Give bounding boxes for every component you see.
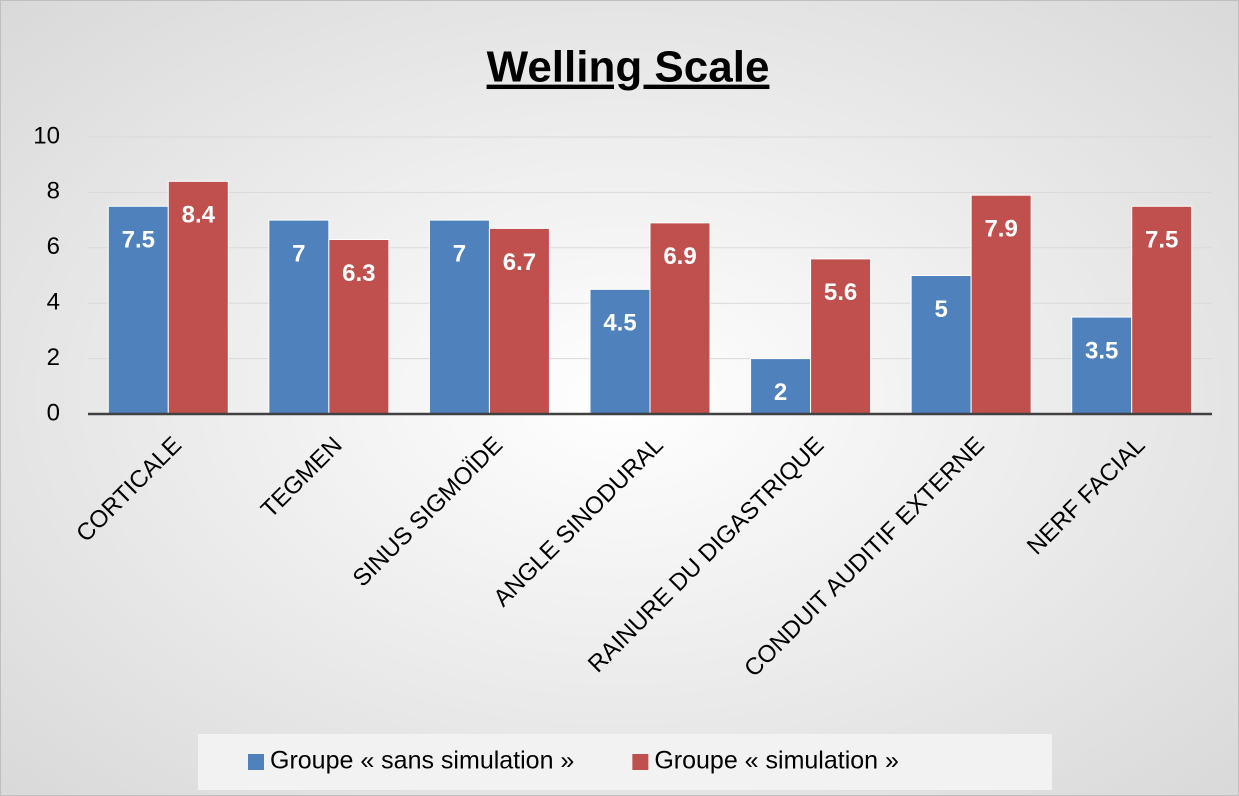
bar (1131, 205, 1193, 415)
data-label: 7 (453, 240, 466, 267)
y-tick-label: 0 (47, 399, 60, 426)
data-label: 5.6 (824, 279, 857, 306)
legend-swatch (632, 754, 649, 770)
data-label: 7.5 (122, 227, 155, 254)
bar (589, 288, 651, 415)
legend-box (198, 734, 1052, 790)
bar (268, 219, 330, 415)
data-label: 5 (934, 296, 947, 323)
bar (649, 222, 711, 415)
data-label: 7.9 (984, 216, 1017, 243)
y-tick-label: 10 (33, 122, 60, 149)
data-label: 8.4 (182, 202, 216, 229)
chart-title: Welling Scale (487, 43, 770, 92)
data-label: 3.5 (1085, 337, 1118, 364)
bar (810, 258, 872, 415)
data-label: 4.5 (603, 310, 636, 337)
data-label: 7.5 (1145, 227, 1178, 254)
bar (428, 219, 490, 415)
data-label: 7 (292, 240, 305, 267)
legend-label: Groupe « simulation » (654, 747, 899, 775)
y-tick-label: 2 (47, 344, 60, 371)
legend-label: Groupe « sans simulation » (270, 747, 574, 775)
y-tick-label: 8 (47, 178, 60, 205)
bar (750, 358, 812, 415)
data-label: 2 (774, 379, 787, 406)
y-tick-label: 4 (47, 289, 60, 316)
data-label: 6.9 (663, 243, 696, 270)
bar (910, 275, 972, 415)
legend-swatch (248, 754, 264, 770)
bar (970, 194, 1032, 415)
data-label: 6.7 (503, 249, 536, 276)
bar (488, 227, 550, 415)
data-label: 6.3 (342, 260, 375, 287)
bar (1071, 316, 1133, 415)
y-tick-label: 6 (47, 233, 60, 260)
